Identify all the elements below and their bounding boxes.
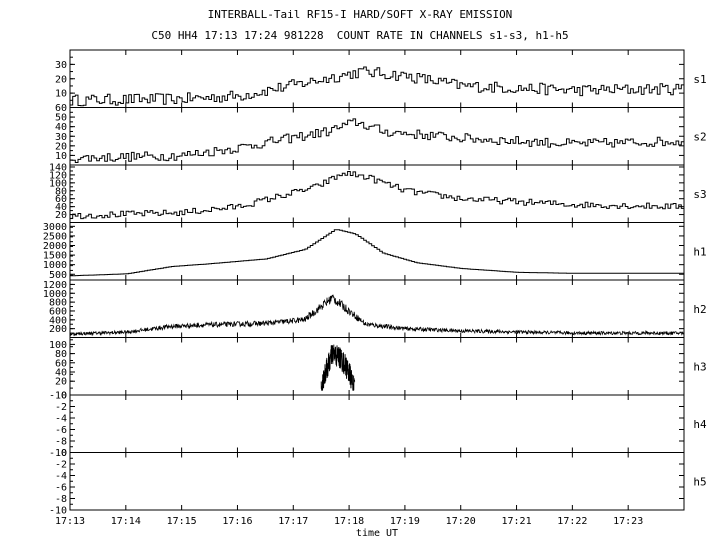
series-line-s3 xyxy=(70,171,684,220)
ytick-label-h4: -2 xyxy=(55,402,67,413)
ytick-label-s2: 10 xyxy=(55,151,67,162)
xtick-label: 17:23 xyxy=(613,516,643,527)
ytick-label-s3: 40 xyxy=(55,202,67,213)
chart-subtitle: C50 HH4 17:13 17:24 981228 COUNT RATE IN… xyxy=(151,29,569,42)
ytick-label-h1: 3000 xyxy=(43,222,67,233)
series-line-h2 xyxy=(69,294,685,337)
ytick-label-h5: -2 xyxy=(55,460,67,471)
chart-title: INTERBALL-Tail RF15-I HARD/SOFT X-RAY EM… xyxy=(207,8,513,21)
ytick-label-h4: -6 xyxy=(55,425,67,436)
ytick-label-h1: 2000 xyxy=(43,241,67,252)
panel-label-s1: s1 xyxy=(693,73,706,86)
ytick-label-h3: 80 xyxy=(55,349,67,360)
panel-label-h3: h3 xyxy=(693,360,706,373)
panel-frame-h3 xyxy=(69,337,685,396)
ytick-label-h1: 500 xyxy=(49,270,67,281)
ytick-label-h5: -8 xyxy=(55,494,67,505)
panel-label-s3: s3 xyxy=(693,188,706,201)
ytick-label-s3: 20 xyxy=(55,210,67,221)
xtick-label: 17:22 xyxy=(557,516,587,527)
ytick-label-s1: 20 xyxy=(55,74,67,85)
xtick-label: 17:20 xyxy=(446,516,476,527)
xtick-label: 17:17 xyxy=(278,516,308,527)
ytick-label-h2: 400 xyxy=(49,315,67,326)
panel-label-h2: h2 xyxy=(693,303,706,316)
xtick-label: 17:13 xyxy=(55,516,85,527)
ytick-label-h2: 800 xyxy=(49,298,67,309)
series-line-s2 xyxy=(70,118,684,163)
ytick-label-s2: 60 xyxy=(55,103,67,114)
ytick-label-h2: 200 xyxy=(49,324,67,335)
xtick-label: 17:19 xyxy=(390,516,420,527)
ytick-label-h2: 600 xyxy=(49,306,67,317)
ytick-label-s1: 10 xyxy=(55,89,67,100)
ytick-label-s2: 20 xyxy=(55,141,67,152)
ytick-label-h5: -10 xyxy=(49,506,67,517)
xtick-label: 17:16 xyxy=(222,516,252,527)
ytick-label-s3: 120 xyxy=(49,170,67,181)
xtick-label: 17:18 xyxy=(334,516,364,527)
x-axis-label: time UT xyxy=(356,528,398,539)
ytick-label-h3: 20 xyxy=(55,377,67,388)
panel-frame-h4 xyxy=(69,394,685,453)
panel-frame-s1 xyxy=(69,49,685,108)
ytick-label-h4: 0 xyxy=(61,391,67,402)
ytick-label-h2: 1000 xyxy=(43,289,67,300)
ytick-label-h1: 1000 xyxy=(43,260,67,271)
panel-frame-h1 xyxy=(69,222,685,281)
xtick-label: 17:14 xyxy=(111,516,141,527)
ytick-label-s2: 50 xyxy=(55,113,67,124)
panel-frame-h5 xyxy=(69,452,685,511)
ytick-label-s2: 30 xyxy=(55,132,67,143)
panel-label-h1: h1 xyxy=(693,245,706,258)
ytick-label-h4: -8 xyxy=(55,437,67,448)
ytick-label-h1: 2500 xyxy=(43,231,67,242)
ytick-label-h2: 1200 xyxy=(43,280,67,291)
ytick-label-h5: -6 xyxy=(55,483,67,494)
panel-label-h5: h5 xyxy=(693,475,706,488)
ytick-label-h3: -10 xyxy=(49,391,67,402)
ytick-label-h3: 60 xyxy=(55,358,67,369)
panel-label-h4: h4 xyxy=(693,418,707,431)
ytick-label-h3: 40 xyxy=(55,368,67,379)
ytick-label-s3: 140 xyxy=(49,162,67,173)
ytick-label-h3: 100 xyxy=(49,340,67,351)
xtick-label: 17:21 xyxy=(501,516,531,527)
ytick-label-s1: 30 xyxy=(55,60,67,71)
series-line-h3 xyxy=(320,344,356,391)
ytick-label-h1: 1500 xyxy=(43,251,67,262)
series-line-h1 xyxy=(70,229,684,277)
panel-frame-s2 xyxy=(69,107,685,166)
ytick-label-s3: 80 xyxy=(55,186,67,197)
ytick-label-h5: 0 xyxy=(61,448,67,459)
xtick-label: 17:15 xyxy=(167,516,197,527)
ytick-label-s3: 100 xyxy=(49,178,67,189)
ytick-label-s2: 40 xyxy=(55,122,67,133)
ytick-label-h5: -4 xyxy=(55,471,67,482)
ytick-label-s3: 60 xyxy=(55,194,67,205)
panel-label-s2: s2 xyxy=(693,130,706,143)
series-line-s1 xyxy=(70,66,684,107)
ytick-label-h4: -10 xyxy=(49,448,67,459)
ytick-label-h4: -4 xyxy=(55,414,67,425)
